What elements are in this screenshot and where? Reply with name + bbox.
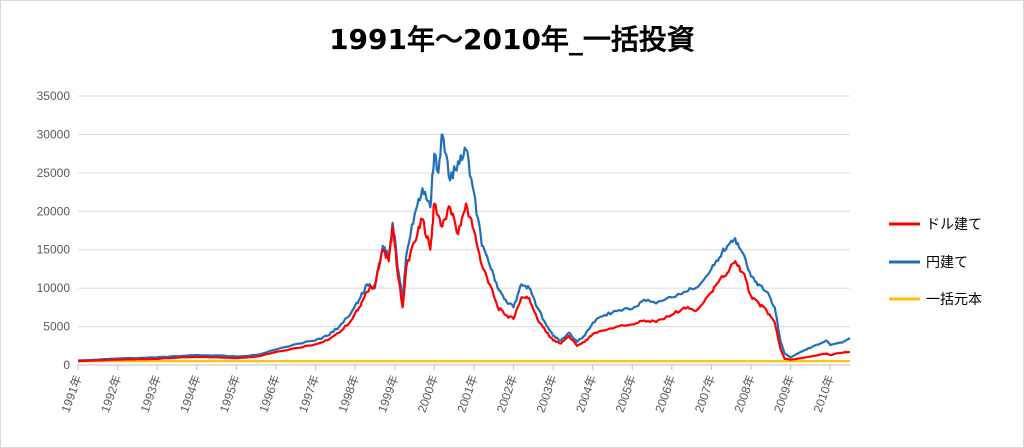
- legend-label: ドル建て: [926, 217, 982, 233]
- y-axis: 0 5000 10000 15000 20000 25000 30000 35000: [37, 89, 71, 372]
- y-tick-label: 20000: [37, 204, 71, 218]
- x-tick-label: 1994年: [177, 373, 203, 414]
- x-tick-label: 2009年: [771, 373, 797, 414]
- x-tick-label: 2000年: [415, 373, 441, 414]
- x-tick-label: 1997年: [296, 373, 322, 414]
- x-tick-label: 2002年: [494, 373, 520, 414]
- x-tick-label: 1991年: [58, 373, 84, 414]
- y-tick-label: 5000: [43, 320, 70, 334]
- series-lines: [77, 133, 851, 363]
- series-line-1: [77, 133, 851, 362]
- x-tick-label: 2004年: [573, 373, 599, 414]
- x-tick-label: 1996年: [256, 373, 282, 414]
- y-tick-label: 30000: [37, 127, 71, 141]
- x-tick-label: 2008年: [731, 373, 757, 414]
- x-tick-label: 1999年: [375, 373, 401, 414]
- x-tick-label: 1998年: [336, 373, 362, 414]
- gridlines: [78, 95, 850, 366]
- x-tick-label: 1992年: [98, 373, 124, 414]
- y-tick-label: 25000: [37, 166, 71, 180]
- x-tick-label: 2001年: [454, 373, 480, 414]
- legend-label: 一括元本: [926, 292, 982, 308]
- y-tick-label: 0: [63, 358, 70, 372]
- x-tick-label: 2005年: [613, 373, 639, 414]
- chart-title: 1991年～2010年_一括投資: [329, 23, 695, 56]
- x-tick-label: 1993年: [138, 373, 164, 414]
- y-tick-label: 15000: [37, 243, 71, 257]
- x-tick-label: 2007年: [692, 373, 718, 414]
- x-tick-label: 2010年: [811, 373, 837, 414]
- x-tick-label: 2003年: [534, 373, 560, 414]
- series-line-0: [77, 202, 851, 363]
- x-tick-label: 2006年: [652, 373, 678, 414]
- y-tick-label: 10000: [37, 281, 71, 295]
- x-axis: 1991年 1992年 1993年 1994年 1995年 1996年 1997年 1998年…: [58, 365, 837, 414]
- x-tick-label: 1995年: [217, 373, 243, 414]
- y-tick-label: 35000: [37, 89, 71, 103]
- legend-label: 円建て: [926, 255, 968, 271]
